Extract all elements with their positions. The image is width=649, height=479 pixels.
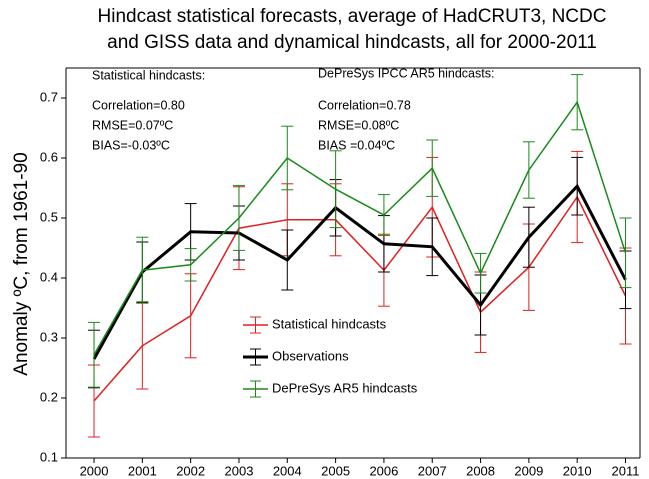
annotation: Correlation=0.78 [318, 98, 411, 112]
y-tick-label: 0.7 [40, 89, 58, 104]
chart-title: Hindcast statistical forecasts, average … [98, 6, 607, 27]
annotation: BIAS=-0.03ºC [92, 138, 170, 152]
legend-label: DePreSys AR5 hindcasts [272, 380, 418, 395]
x-tick-label: 2007 [418, 463, 447, 478]
annotation: RMSE=0.07ºC [92, 118, 173, 132]
chart-title: and GISS data and dynamical hindcasts, a… [107, 32, 597, 53]
x-tick-label: 2010 [563, 463, 592, 478]
series-line [93, 195, 627, 402]
series-line [92, 183, 627, 360]
x-tick-label: 2008 [466, 463, 495, 478]
y-axis-label: Anomaly ºC, from 1961-90 [11, 152, 32, 375]
x-tick-label: 2000 [80, 463, 109, 478]
x-tick-label: 2011 [612, 463, 640, 478]
y-tick-label: 0.4 [40, 269, 58, 284]
y-tick-label: 0.3 [40, 329, 58, 344]
y-tick-label: 0.1 [40, 449, 58, 464]
annotation: Statistical hindcasts: [92, 68, 205, 82]
y-tick-label: 0.2 [40, 389, 58, 404]
x-tick-label: 2009 [514, 463, 543, 478]
annotation: RMSE=0.08ºC [318, 118, 399, 132]
x-tick-label: 2004 [273, 463, 302, 478]
x-tick-label: 2006 [369, 463, 398, 478]
x-tick-label: 2001 [128, 463, 157, 478]
y-tick-label: 0.5 [40, 209, 58, 224]
x-tick-label: 2005 [321, 463, 350, 478]
x-tick-label: 2003 [225, 463, 254, 478]
annotation: DePreSys IPCC AR5 hindcasts: [318, 66, 494, 80]
y-tick-label: 0.6 [40, 149, 58, 164]
legend-label: Observations [272, 348, 349, 363]
series-line [93, 100, 627, 356]
annotation: BIAS =0.04ºC [318, 138, 395, 152]
x-tick-label: 2002 [176, 463, 205, 478]
legend-label: Statistical hindcasts [272, 316, 387, 331]
annotation: Correlation=0.80 [92, 98, 185, 112]
